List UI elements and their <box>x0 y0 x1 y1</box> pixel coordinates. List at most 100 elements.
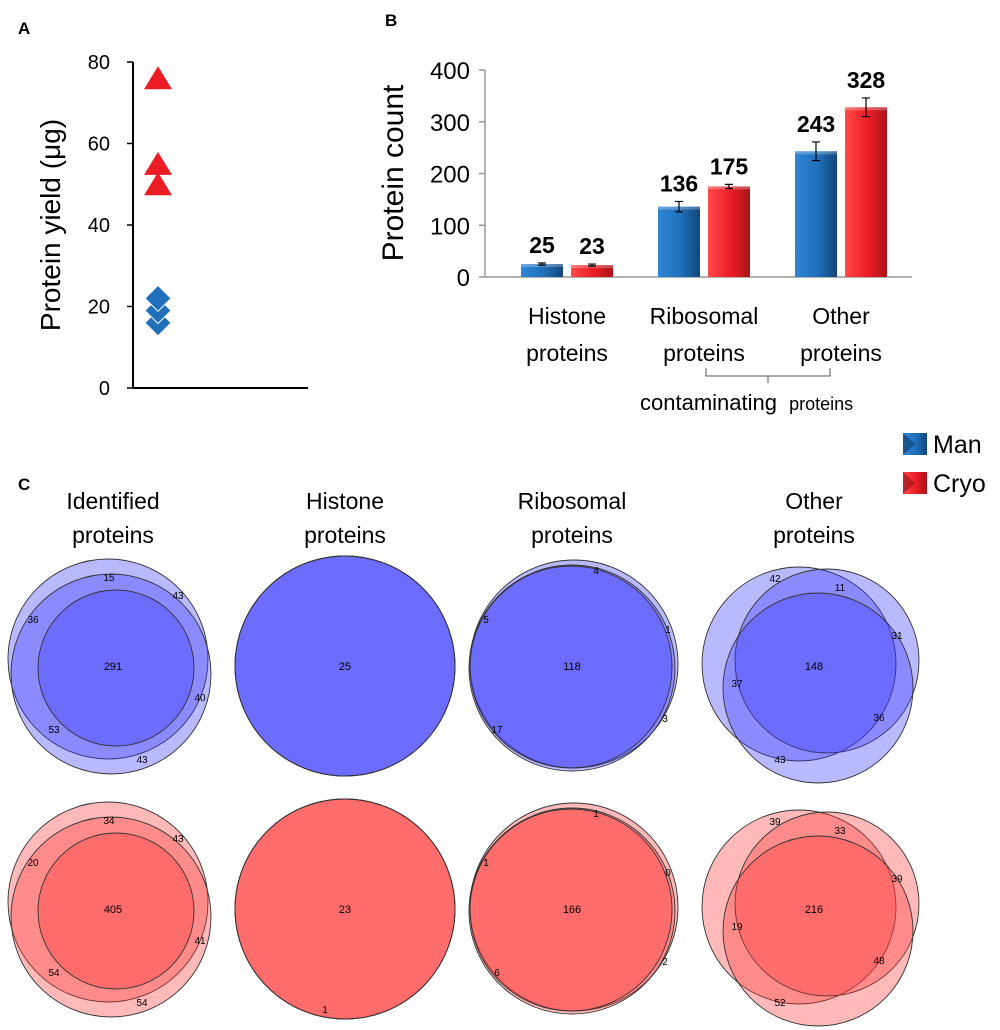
legend-label-cryo: Cryo <box>933 470 986 498</box>
venn-region-count: 0 <box>665 868 671 879</box>
category-label-line2: proteins <box>800 340 882 366</box>
venn-circle-man <box>234 555 456 777</box>
venn-region-count: 42 <box>769 574 781 585</box>
venn-circle-cryo <box>10 816 212 1018</box>
venn-circle-cryo <box>734 811 920 997</box>
venn-circle-cryo <box>234 798 456 1020</box>
venn-center-count: 291 <box>104 661 122 673</box>
venn-region-count: 15 <box>103 573 115 584</box>
man-error-bar <box>812 141 820 162</box>
man-value-label: 25 <box>529 232 555 258</box>
panel-a-ytick-label: 0 <box>99 378 110 400</box>
venn-center-count: 148 <box>805 661 823 673</box>
venn-column-title-line1: Ribosomal <box>518 488 627 514</box>
venn-region-count: 39 <box>769 817 781 828</box>
venn-center-count: 25 <box>339 661 351 673</box>
cryo-yield-point <box>144 172 172 196</box>
panel-b-bar-chart: Protein count contaminating proteins Man… <box>377 58 986 498</box>
venn-region-count: 11 <box>835 583 846 594</box>
contaminating-bracket-label: contaminating proteins <box>640 390 853 415</box>
venn-column-title-line1: Other <box>785 488 843 514</box>
venn-region-count: 43 <box>136 755 148 766</box>
venn-region-count: 33 <box>834 826 846 837</box>
panel-c-venn: Identified proteins Histone proteins Ribosom… <box>7 488 920 1027</box>
panel-a-ylabel: Protein yield (μg) <box>35 119 66 331</box>
category-label-line1: Histone <box>528 303 606 329</box>
man-bar <box>795 151 837 277</box>
venn-region-count: 36 <box>873 713 885 724</box>
venn-circle-man <box>37 589 195 747</box>
venn-region-count: 43 <box>172 591 184 602</box>
cryo-bar <box>845 107 887 277</box>
panel-b-ytick-label: 0 <box>457 265 470 292</box>
venn-circle-man <box>734 568 920 754</box>
man-bar <box>658 206 700 277</box>
venn-region-count: 4 <box>593 566 599 577</box>
venn-region-count: 54 <box>48 968 60 979</box>
venn-region-count: 1 <box>593 809 599 820</box>
panel-a-ytick-label: 20 <box>88 297 110 319</box>
panel-label-a: A <box>18 19 30 38</box>
venn-center-count: 118 <box>563 661 581 673</box>
category-label-line2: proteins <box>526 340 608 366</box>
venn-region-count: 39 <box>891 874 903 885</box>
panel-a-ytick-label: 60 <box>88 134 110 156</box>
venn-region-count: 2 <box>662 957 668 968</box>
cryo-value-label: 328 <box>847 67 886 93</box>
venn-region-count: 6 <box>494 968 500 979</box>
venn-column-title-line2: proteins <box>531 522 613 548</box>
venn-region-count: 31 <box>891 631 903 642</box>
cryo-error-bar <box>725 183 733 190</box>
venn-region-count: 54 <box>136 998 148 1009</box>
contaminating-bracket <box>705 368 831 383</box>
category-label-line1: Other <box>812 303 870 329</box>
man-bar <box>521 264 563 277</box>
cryo-bar <box>571 265 613 277</box>
venn-region-count: 20 <box>27 858 39 869</box>
contaminating-label-main: contaminating <box>640 390 777 415</box>
venn-center-count: 166 <box>563 904 581 916</box>
venn-circle-cryo <box>722 835 914 1027</box>
venn-region-count: 36 <box>27 615 39 626</box>
contaminating-label-small: proteins <box>789 394 853 414</box>
panel-b-ytick-label: 200 <box>430 162 470 189</box>
legend: Man Cryo <box>903 431 986 498</box>
cryo-value-label: 23 <box>579 233 605 259</box>
category-label-line2: proteins <box>663 340 745 366</box>
man-error-bar <box>538 262 546 266</box>
panel-a-ytick-label: 40 <box>88 215 110 237</box>
man-yield-point <box>144 284 172 313</box>
venn-center-count: 405 <box>104 904 122 916</box>
venn-region-count: 41 <box>194 936 206 947</box>
venn-circle-cryo <box>7 801 209 1003</box>
venn-region-count: 34 <box>103 816 115 827</box>
venn-circle-man <box>10 573 212 775</box>
venn-region-count: 5 <box>483 615 489 626</box>
venn-column-title-line2: proteins <box>304 522 386 548</box>
cryo-value-label: 175 <box>710 153 749 179</box>
venn-region-count: 43 <box>774 755 786 766</box>
venn-region-count: 52 <box>774 998 786 1009</box>
cryo-yield-point <box>144 66 172 90</box>
man-value-label: 243 <box>797 111 835 137</box>
panel-b-ytick-label: 400 <box>430 58 470 85</box>
cryo-bar <box>708 186 750 277</box>
panel-label-c: C <box>18 475 30 494</box>
venn-column-title-line2: proteins <box>773 522 855 548</box>
panel-a-ytick-label: 80 <box>88 52 110 74</box>
panel-b-ytick-label: 300 <box>430 110 470 137</box>
venn-column-title-line1: Identified <box>66 488 159 514</box>
panel-b-ylabel: Protein count <box>377 84 410 261</box>
venn-region-count: 53 <box>48 725 60 736</box>
venn-region-count: 1 <box>322 1005 328 1016</box>
legend-label-man: Man <box>933 431 982 459</box>
cryo-error-bar <box>862 97 870 118</box>
man-error-bar <box>675 200 683 213</box>
venn-circle-man <box>469 565 673 769</box>
venn-center-count: 216 <box>805 904 823 916</box>
venn-circle-cryo <box>469 808 673 1012</box>
panel-b-ytick-label: 100 <box>430 213 470 240</box>
cryo-yield-point <box>144 151 172 175</box>
venn-region-count: 17 <box>491 725 503 736</box>
